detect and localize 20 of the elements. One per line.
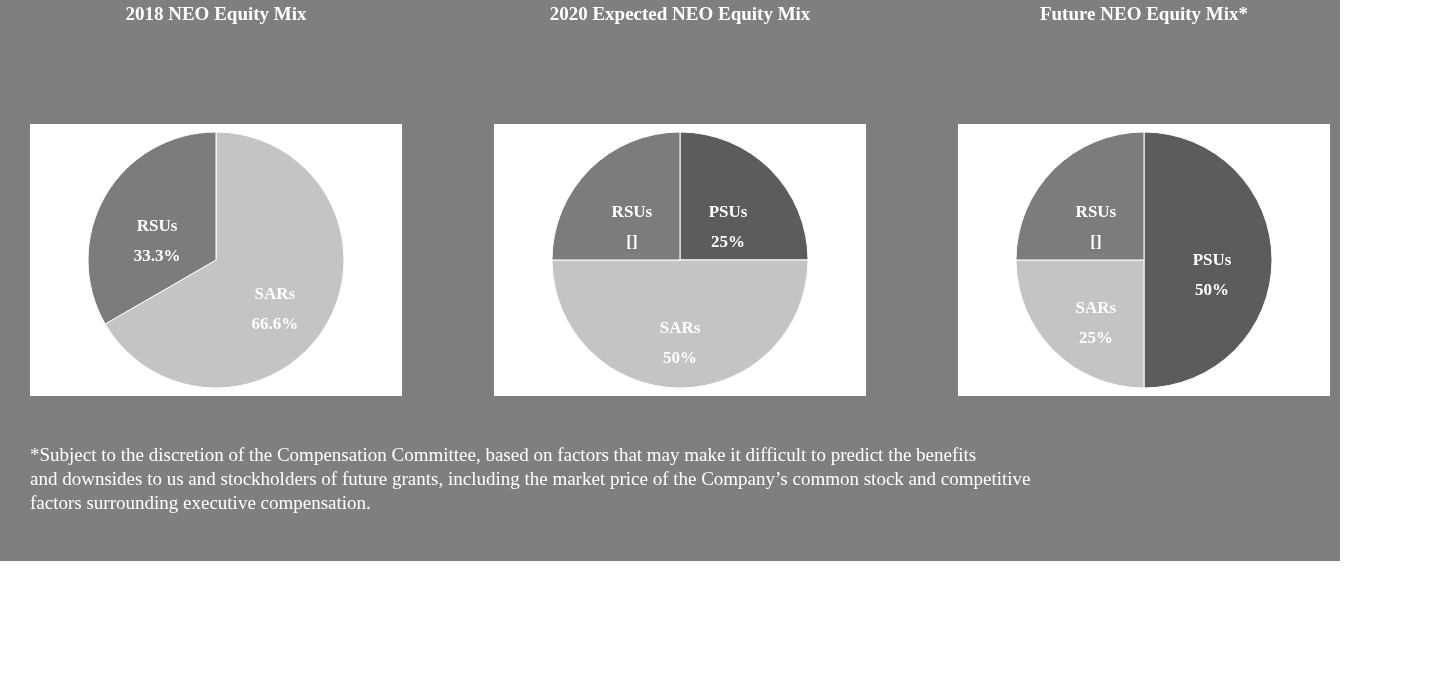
- chart-title: 2018 NEO Equity Mix: [125, 3, 308, 24]
- slice-label: SARs: [254, 284, 296, 303]
- slice-label: PSUs: [708, 201, 748, 221]
- data-label: 50%: [663, 348, 697, 367]
- slice-label: RSUs: [611, 201, 653, 221]
- slice-label: PSUs: [1192, 250, 1232, 269]
- slice-label: SARs: [659, 318, 701, 337]
- slice-label: RSUs: [136, 216, 178, 235]
- data-label: 25%: [711, 231, 746, 251]
- chart-title: Future NEO Equity Mix*: [1039, 3, 1249, 24]
- text: *Subject to the discretion of the Compensation Committee, based on factors that may make it difficult to predict the benefits and downsides to us and stockholders of future grants, including the market price of the Company’s common stock and competitive factors surrounding executive compensation.: [30, 444, 1031, 513]
- data-label: 33.3%: [133, 246, 181, 265]
- data-label: []: [626, 231, 638, 251]
- data-label: []: [1090, 231, 1102, 251]
- data-label: 50%: [1195, 280, 1229, 299]
- slice-label: RSUs: [1075, 201, 1117, 221]
- chart-title: 2020 Expected NEO Equity Mix: [549, 3, 811, 24]
- data-label: 25%: [1078, 328, 1113, 348]
- data-label: 66.6%: [251, 314, 299, 333]
- slice-label: SARs: [1075, 298, 1117, 318]
